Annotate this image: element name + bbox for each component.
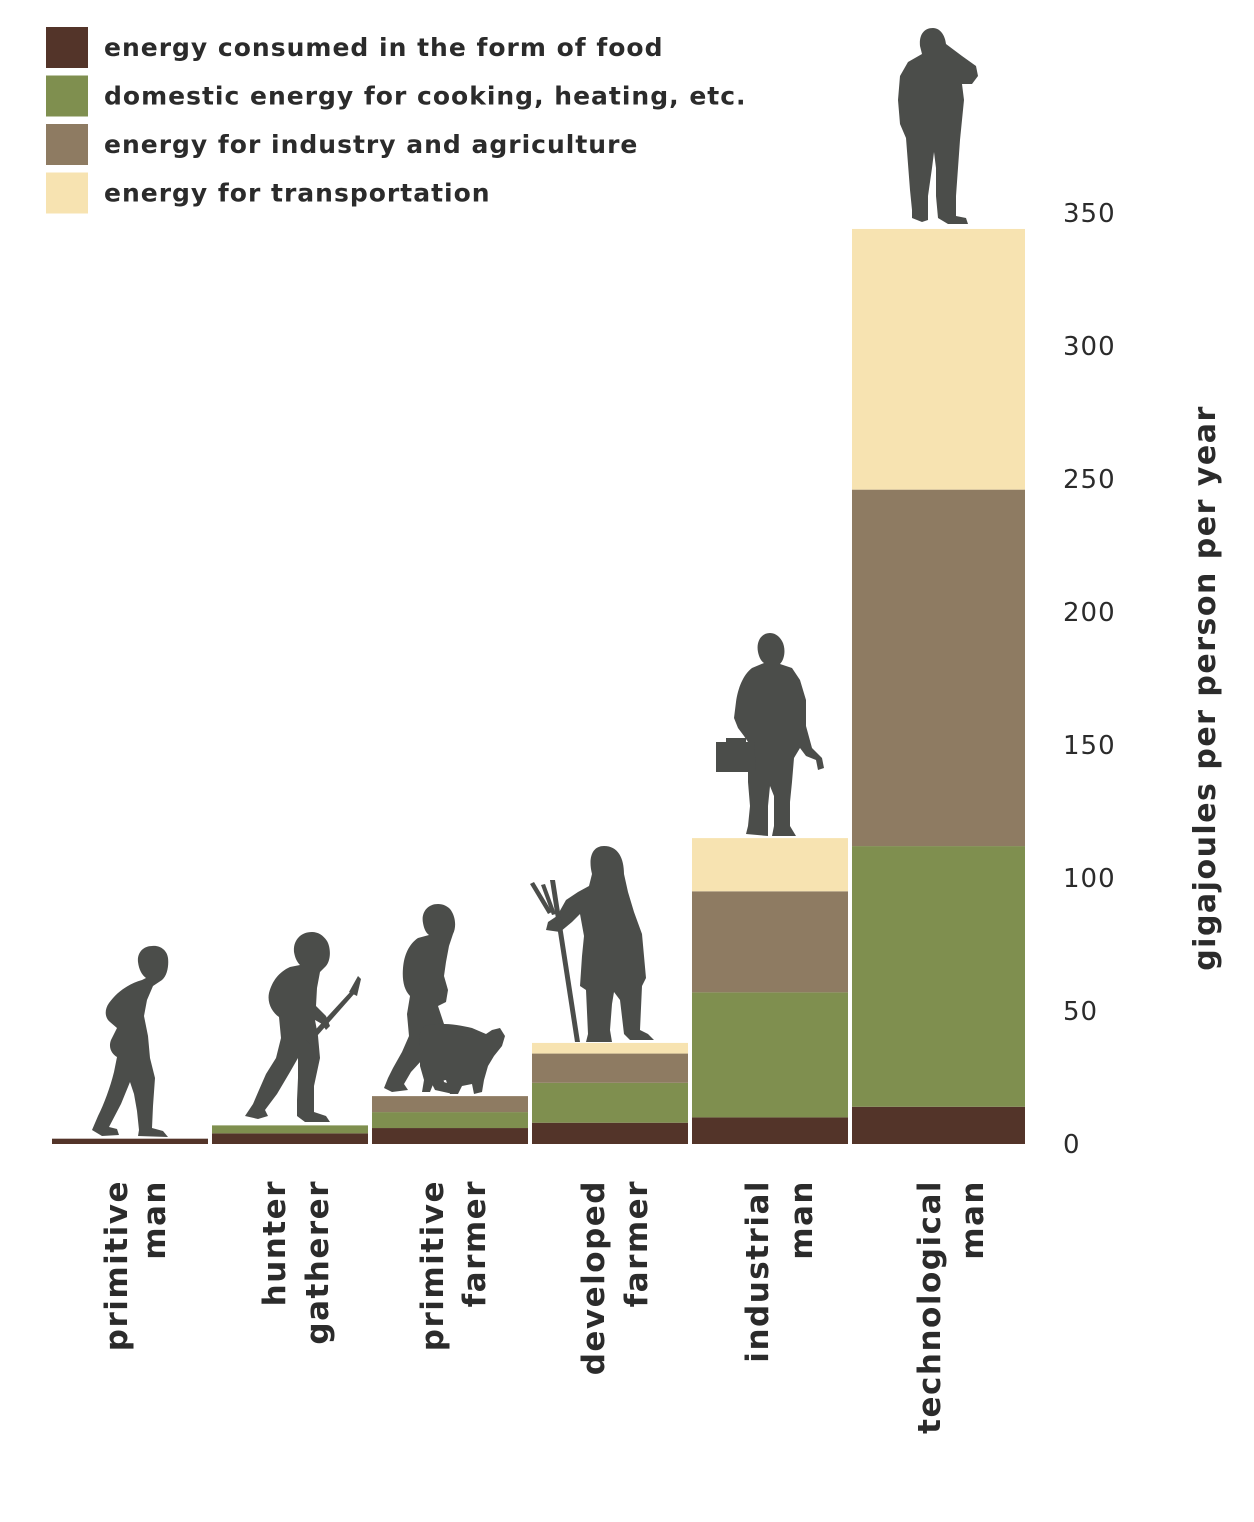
legend-label-1: domestic energy for cooking, heating, et… xyxy=(104,82,747,111)
y-tick-150: 150 xyxy=(1063,731,1116,761)
bar-segment-5-0 xyxy=(852,1106,1025,1144)
bar-segment-3-1 xyxy=(532,1082,688,1123)
y-tick-200: 200 xyxy=(1063,598,1116,628)
bar-segment-2-1 xyxy=(372,1112,528,1129)
category-label-line1: technological xyxy=(912,1180,948,1434)
primitive-man-silhouette-icon xyxy=(92,945,169,1137)
bar-segment-5-2 xyxy=(852,489,1025,847)
bar-segment-1-0 xyxy=(212,1133,368,1144)
bar-segment-2-0 xyxy=(372,1128,528,1144)
primitive-farmer-silhouette-icon xyxy=(384,904,505,1094)
y-tick-50: 50 xyxy=(1063,997,1098,1027)
bars xyxy=(52,228,1025,1144)
category-label-line2: man xyxy=(137,1180,173,1260)
legend-label-0: energy consumed in the form of food xyxy=(104,33,664,62)
legend-label-2: energy for industry and agriculture xyxy=(104,130,638,159)
bar-segment-1-1 xyxy=(212,1125,368,1134)
legend-swatch-1 xyxy=(46,75,88,117)
y-tick-300: 300 xyxy=(1063,332,1116,362)
legend-swatch-2 xyxy=(46,124,88,165)
category-label-line1: primitive xyxy=(99,1180,135,1351)
bar-segment-4-1 xyxy=(692,992,848,1118)
category-label-line2: farmer xyxy=(457,1180,493,1307)
y-axis: 0 50 100 150 200 250 300 350 gigajoules per pers… xyxy=(1063,199,1223,1160)
y-tick-100: 100 xyxy=(1063,864,1116,894)
bar-segment-3-3 xyxy=(532,1042,688,1054)
bar-segment-3-0 xyxy=(532,1122,688,1144)
category-label-line1: hunter xyxy=(257,1180,293,1306)
bar-segment-3-2 xyxy=(532,1053,688,1083)
technological-man-silhouette-icon xyxy=(898,28,978,224)
category-label-line2: man xyxy=(784,1180,820,1260)
legend-swatch-3 xyxy=(46,172,88,214)
category-label-line2: man xyxy=(955,1180,991,1260)
y-tick-0: 0 xyxy=(1063,1130,1081,1160)
figures xyxy=(92,28,978,1137)
category-label-line1: developed xyxy=(576,1180,612,1375)
hunter-gatherer-silhouette-icon xyxy=(245,932,361,1122)
category-label-line1: industrial xyxy=(740,1180,776,1363)
category-label-line2: gatherer xyxy=(300,1180,336,1345)
y-tick-250: 250 xyxy=(1063,465,1116,495)
developed-farmer-silhouette-icon xyxy=(530,846,654,1042)
bar-segment-4-3 xyxy=(692,838,848,892)
industrial-man-silhouette-icon xyxy=(716,633,824,836)
category-label-line1: primitive xyxy=(415,1180,451,1351)
x-axis-labels: primitive man hunter gatherer primitive farme… xyxy=(99,1180,991,1434)
category-label-4: industrial man xyxy=(740,1180,820,1363)
legend: energy consumed in the form of food domes… xyxy=(46,27,747,214)
y-tick-350: 350 xyxy=(1063,199,1116,229)
bar-segment-2-2 xyxy=(372,1096,528,1113)
legend-label-3: energy for transportation xyxy=(104,179,491,208)
bar-segment-5-3 xyxy=(852,228,1025,490)
y-axis-label: gigajoules per person per year xyxy=(1188,405,1223,971)
bar-segment-4-2 xyxy=(692,891,848,993)
bar-segment-4-0 xyxy=(692,1117,848,1144)
bar-segment-0-0 xyxy=(52,1138,208,1144)
category-label-5: technological man xyxy=(912,1180,991,1434)
category-label-1: hunter gatherer xyxy=(257,1180,336,1345)
category-label-0: primitive man xyxy=(99,1180,173,1351)
bar-segment-5-1 xyxy=(852,846,1025,1107)
category-label-3: developed farmer xyxy=(576,1180,655,1375)
category-label-line2: farmer xyxy=(619,1180,655,1307)
legend-swatch-0 xyxy=(46,27,88,68)
category-label-2: primitive farmer xyxy=(415,1180,493,1351)
